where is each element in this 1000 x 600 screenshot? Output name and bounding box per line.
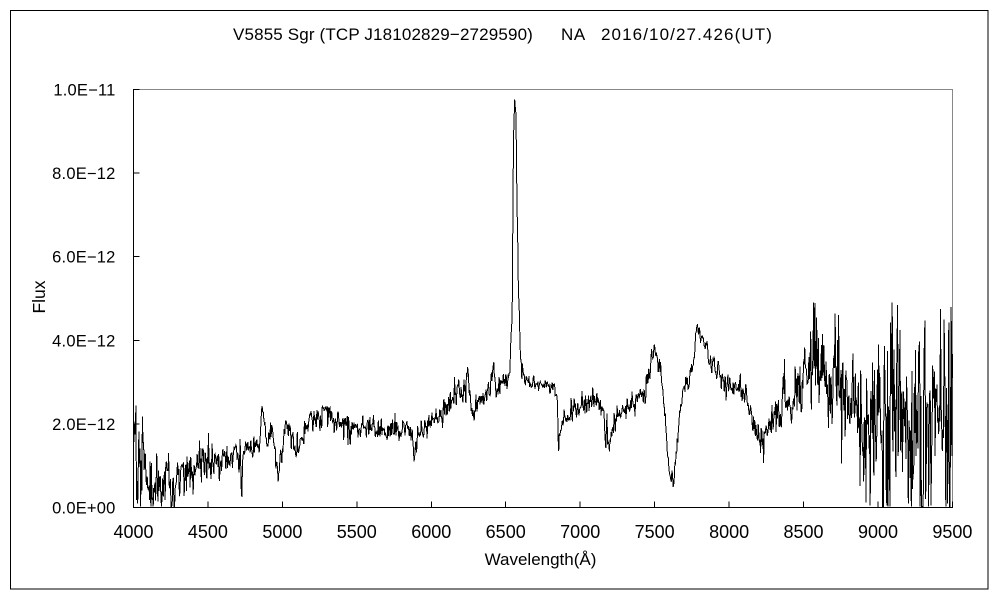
svg-text:6.0E−12: 6.0E−12 — [52, 249, 115, 267]
svg-text:6000: 6000 — [411, 522, 451, 542]
svg-text:2016/10/27.426(UT): 2016/10/27.426(UT) — [601, 25, 773, 44]
svg-text:NA: NA — [561, 25, 586, 44]
svg-text:Flux: Flux — [29, 280, 49, 313]
svg-text:5500: 5500 — [337, 522, 377, 542]
svg-text:9000: 9000 — [858, 522, 898, 542]
svg-text:1.0E−11: 1.0E−11 — [53, 82, 115, 100]
svg-text:Wavelength(Å): Wavelength(Å) — [485, 550, 597, 569]
svg-text:2.0E−12: 2.0E−12 — [52, 416, 115, 434]
svg-text:0.0E+00: 0.0E+00 — [52, 500, 115, 518]
svg-text:V5855 Sgr (TCP J18102829−27295: V5855 Sgr (TCP J18102829−2729590) — [233, 25, 533, 44]
svg-text:4.0E−12: 4.0E−12 — [52, 332, 115, 350]
svg-text:4000: 4000 — [113, 522, 153, 542]
svg-text:5000: 5000 — [262, 522, 302, 542]
svg-text:8500: 8500 — [783, 522, 823, 542]
svg-text:7000: 7000 — [560, 522, 600, 542]
svg-text:8000: 8000 — [709, 522, 749, 542]
svg-text:9500: 9500 — [932, 522, 972, 542]
svg-text:7500: 7500 — [635, 522, 675, 542]
svg-text:6500: 6500 — [486, 522, 526, 542]
svg-text:8.0E−12: 8.0E−12 — [52, 165, 115, 183]
svg-text:4500: 4500 — [188, 522, 228, 542]
